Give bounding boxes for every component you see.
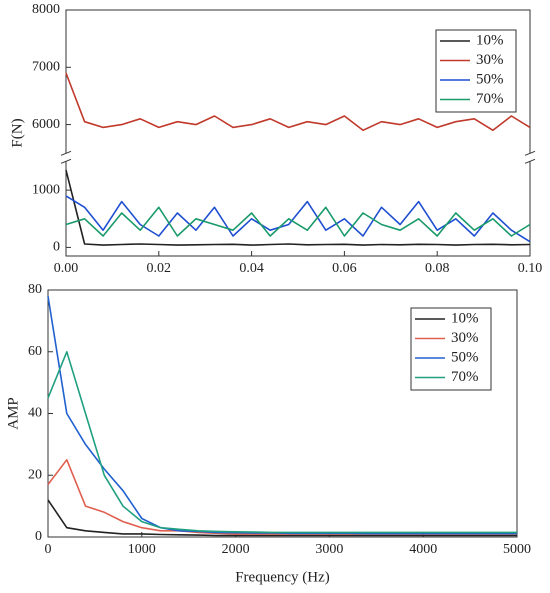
x-tick-label: 0.10 xyxy=(518,261,543,276)
legend-label: 10% xyxy=(451,310,479,326)
series-line xyxy=(47,350,517,534)
series-line xyxy=(65,206,531,237)
y-tick-label: 7000 xyxy=(32,60,60,75)
x-tick-label: 3000 xyxy=(315,542,343,557)
y-axis-label: F(N) xyxy=(9,118,25,147)
y-tick-label: 40 xyxy=(28,406,42,421)
legend-box xyxy=(410,307,492,391)
y-tick-label: 6000 xyxy=(32,117,60,132)
legend-box xyxy=(435,29,517,113)
x-tick-label: 0.08 xyxy=(425,261,450,276)
series-line xyxy=(47,458,517,535)
legend-label: 30% xyxy=(451,330,479,346)
legend-label: 30% xyxy=(476,52,504,68)
y-tick-label: 80 xyxy=(28,282,42,297)
x-tick-label: 1000 xyxy=(128,542,156,557)
y-tick-label: 60 xyxy=(28,344,42,359)
x-tick-label: 0 xyxy=(45,542,52,557)
series-line xyxy=(65,169,531,246)
axis-break-gap xyxy=(524,153,536,162)
legend-label: 10% xyxy=(476,32,504,48)
legend-label: 70% xyxy=(476,91,504,107)
series-line xyxy=(65,195,531,243)
x-tick-label: 0.06 xyxy=(332,261,357,276)
x-tick-label: 2000 xyxy=(222,542,250,557)
axis-break-gap xyxy=(60,153,72,162)
plot-frame xyxy=(65,9,531,257)
series-line xyxy=(47,499,517,537)
y-tick-label: 8000 xyxy=(32,2,60,17)
y-tick-label: 1000 xyxy=(32,182,60,197)
series-line xyxy=(65,72,531,132)
axis-break-mark xyxy=(524,150,536,156)
x-axis-label: Frequency (Hz) xyxy=(235,569,330,585)
y-tick-label: 0 xyxy=(35,529,42,544)
y-tick-label: 0 xyxy=(53,240,60,255)
x-tick-label: 5000 xyxy=(503,542,531,557)
legend-label: 50% xyxy=(451,349,479,365)
legend-label: 50% xyxy=(476,71,504,87)
y-axis-label: AMP xyxy=(5,397,21,430)
legend-label: 70% xyxy=(451,369,479,385)
x-tick-label: 0.00 xyxy=(54,261,79,276)
axis-break-mark xyxy=(60,150,72,156)
x-tick-label: 0.02 xyxy=(147,261,172,276)
axis-break-mark xyxy=(60,158,72,164)
x-tick-label: 0.04 xyxy=(239,261,264,276)
x-tick-label: 4000 xyxy=(409,542,437,557)
y-tick-label: 20 xyxy=(28,467,42,482)
axis-break-mark xyxy=(524,158,536,164)
